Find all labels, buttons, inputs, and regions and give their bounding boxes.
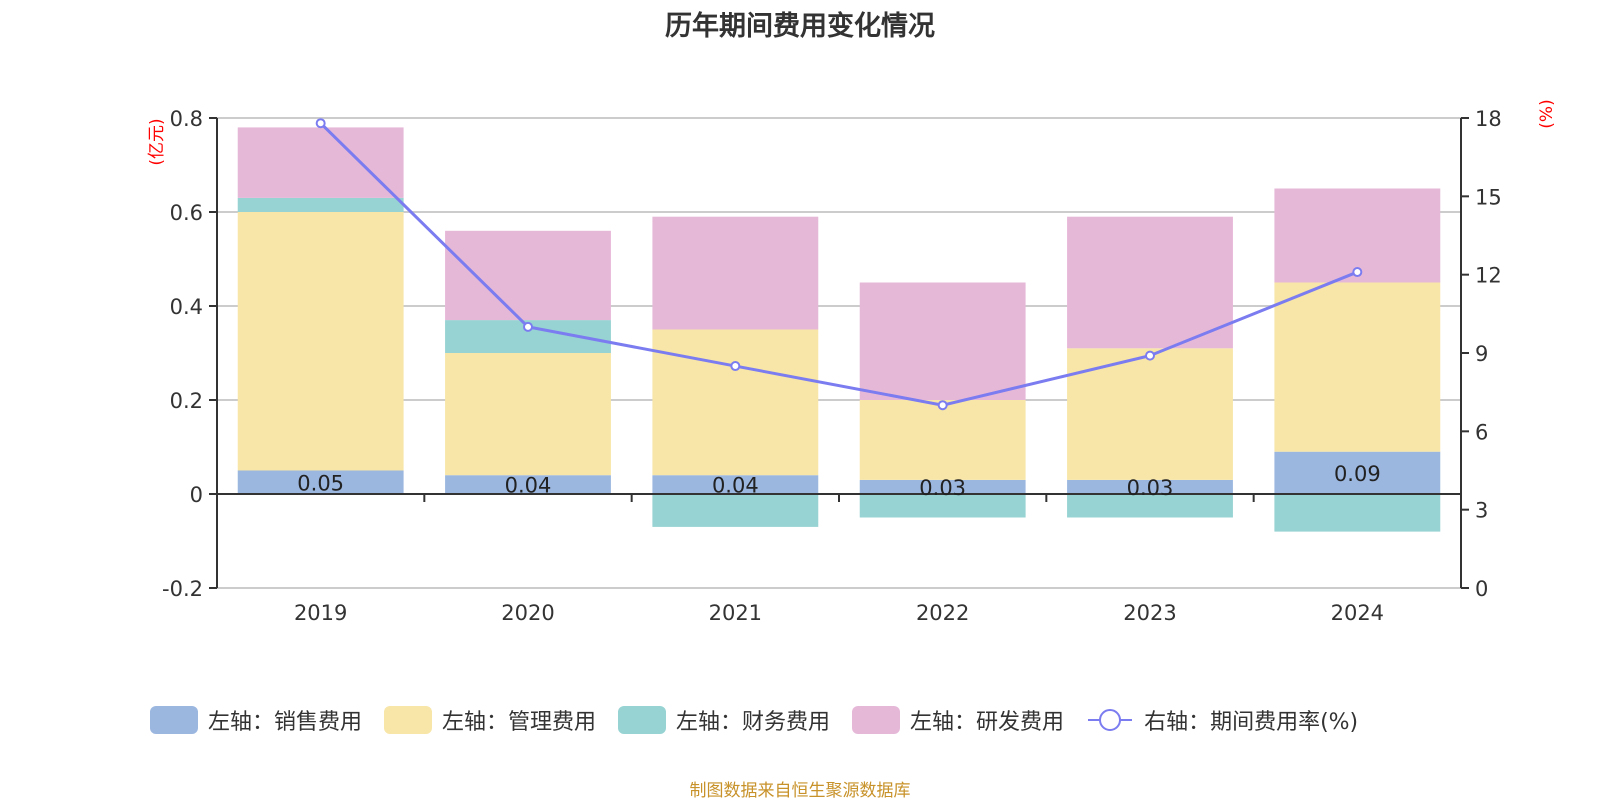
bar-rd-2023[interactable] bbox=[1067, 216, 1233, 349]
bar-admin-2020[interactable] bbox=[445, 353, 611, 476]
bar-admin-2022[interactable] bbox=[859, 400, 1026, 480]
right-axis-tick-label: 0 bbox=[1475, 577, 1488, 601]
legend-swatch-rd bbox=[852, 706, 901, 734]
right-axis-tick-label: 3 bbox=[1475, 499, 1488, 523]
bar-sales-2020[interactable] bbox=[445, 475, 611, 494]
right-axis-tick-label: 12 bbox=[1475, 264, 1502, 288]
right-axis-tick-label: 18 bbox=[1475, 107, 1502, 131]
legend: 左轴：销售费用 左轴：管理费用 左轴：财务费用 左轴：研发费用 右轴：期间费用率… bbox=[150, 704, 1380, 736]
bar-rd-2024[interactable] bbox=[1274, 188, 1441, 283]
bar-sales-2022[interactable] bbox=[859, 479, 1026, 494]
data-label-sales: 0.04 bbox=[505, 474, 552, 498]
x-axis-tick-label: 2022 bbox=[916, 601, 969, 625]
legend-swatch-admin bbox=[384, 706, 433, 734]
x-axis-tick-label: 2023 bbox=[1123, 601, 1176, 625]
bar-sales-2021[interactable] bbox=[652, 475, 819, 494]
bar-finance-2022[interactable] bbox=[859, 494, 1026, 518]
bar-rd-2021[interactable] bbox=[652, 216, 819, 330]
data-label-sales: 0.09 bbox=[1334, 462, 1381, 486]
right-axis-tick-label: 15 bbox=[1475, 185, 1502, 209]
chart-title: 历年期间费用变化情况 bbox=[665, 11, 935, 42]
rate-point-2021[interactable] bbox=[730, 361, 741, 372]
legend-label-admin: 左轴：管理费用 bbox=[442, 710, 597, 735]
data-label-sales: 0.03 bbox=[1127, 476, 1174, 500]
bar-finance-2023[interactable] bbox=[1067, 494, 1233, 518]
gridlines bbox=[217, 117, 1461, 589]
rate-line bbox=[315, 118, 1363, 411]
x-axis-tick-label: 2024 bbox=[1331, 601, 1384, 625]
bar-finance-2019[interactable] bbox=[237, 197, 404, 212]
legend-swatch-sales bbox=[150, 706, 198, 734]
x-axis-tick-label: 2020 bbox=[501, 601, 554, 625]
left-axis-tick-label: -0.2 bbox=[162, 577, 203, 601]
rate-point-2024[interactable] bbox=[1352, 267, 1363, 278]
legend-swatch-finance bbox=[618, 706, 667, 734]
legend-label-rd: 左轴：研发费用 bbox=[910, 710, 1065, 735]
left-axis-tick-label: 0.4 bbox=[170, 295, 203, 319]
left-axis-tick-label: 0.8 bbox=[170, 107, 203, 131]
bar-sales-2023[interactable] bbox=[1067, 479, 1233, 494]
left-axis-unit-label: (亿元) bbox=[147, 118, 167, 165]
data-source-note: 制图数据来自恒生聚源数据库 bbox=[689, 781, 911, 801]
bars bbox=[237, 127, 1441, 532]
legend-label-sales: 左轴：销售费用 bbox=[208, 710, 363, 735]
bar-admin-2024[interactable] bbox=[1274, 282, 1441, 452]
rate-point-2022[interactable] bbox=[937, 400, 948, 411]
right-axis-tick-label: 9 bbox=[1475, 342, 1488, 366]
bar-finance-2024[interactable] bbox=[1274, 494, 1441, 532]
bar-sales-2019[interactable] bbox=[237, 470, 404, 495]
legend-line-circle-icon bbox=[1088, 709, 1133, 731]
bar-admin-2019[interactable] bbox=[237, 212, 404, 471]
legend-label-rate: 右轴：期间费用率(%) bbox=[1144, 710, 1359, 735]
right-axis-unit-label: (%) bbox=[1537, 99, 1557, 128]
legend-label-finance: 左轴：财务费用 bbox=[676, 710, 831, 735]
axes: 0.8 0.6 0.4 0.2 0 -0.2 18 15 12 9 6 3 0 2019 2020 2021 2… bbox=[162, 107, 1502, 625]
right-axis-tick-label: 6 bbox=[1475, 420, 1488, 444]
legend-item-rd[interactable]: 左轴：研发费用 bbox=[852, 704, 1064, 736]
bar-rd-2019[interactable] bbox=[237, 127, 404, 198]
x-axis-tick-label: 2021 bbox=[709, 601, 762, 625]
data-label-sales: 0.04 bbox=[712, 474, 759, 498]
rate-point-2023[interactable] bbox=[1145, 350, 1155, 361]
x-axis-tick-label: 2019 bbox=[294, 601, 347, 625]
data-labels: 0.05 0.04 0.04 0.03 0.03 0.09 bbox=[297, 462, 1380, 500]
legend-item-rate[interactable]: 右轴：期间费用率(%) bbox=[1086, 704, 1358, 736]
bar-rd-2020[interactable] bbox=[445, 230, 611, 321]
left-axis-tick-label: 0 bbox=[190, 483, 203, 507]
data-label-sales: 0.05 bbox=[297, 471, 344, 495]
legend-item-sales[interactable]: 左轴：销售费用 bbox=[150, 704, 362, 736]
bar-admin-2021[interactable] bbox=[652, 329, 819, 476]
rate-point-2019[interactable] bbox=[315, 118, 326, 129]
data-label-sales: 0.03 bbox=[919, 476, 966, 500]
bar-sales-2024[interactable] bbox=[1274, 451, 1441, 494]
left-axis-tick-label: 0.2 bbox=[170, 389, 203, 413]
left-axis-tick-label: 0.6 bbox=[170, 201, 203, 225]
bar-finance-2021[interactable] bbox=[652, 494, 819, 527]
rate-line-path bbox=[319, 122, 1358, 407]
legend-item-finance[interactable]: 左轴：财务费用 bbox=[618, 704, 830, 736]
rate-point-2020[interactable] bbox=[523, 321, 533, 332]
legend-item-admin[interactable]: 左轴：管理费用 bbox=[384, 704, 596, 736]
bar-rd-2022[interactable] bbox=[859, 282, 1026, 401]
